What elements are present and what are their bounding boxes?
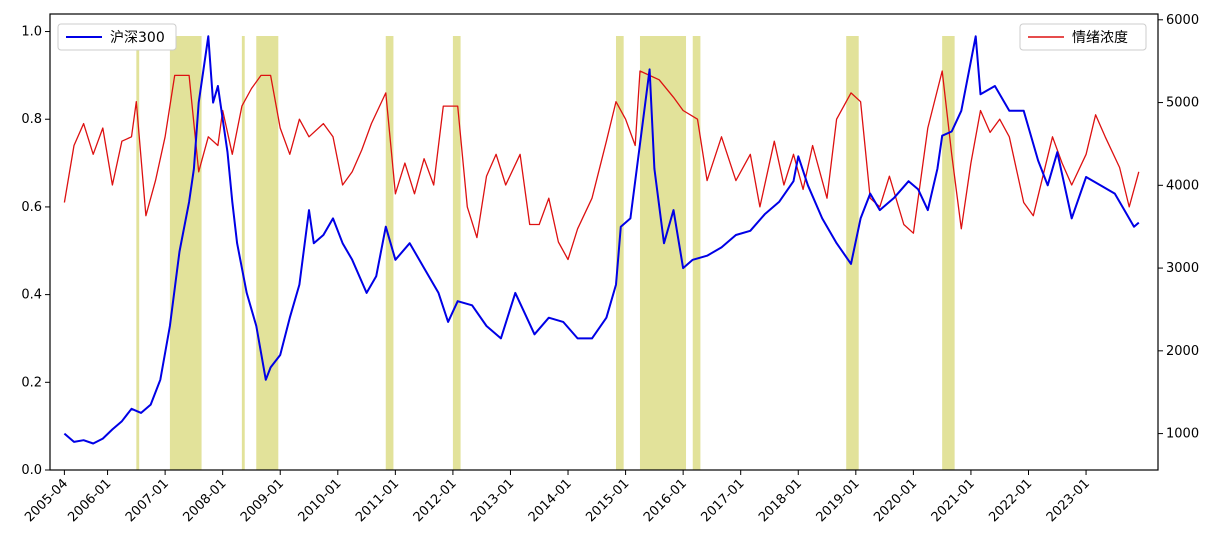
- highlight-band-4: [385, 36, 394, 470]
- right-tick-label-3: 4000: [1166, 178, 1199, 193]
- x-tick-label-0: 2005-04: [22, 476, 71, 525]
- left-tick-label-4: 0.8: [21, 112, 42, 127]
- highlight-band-1: [169, 36, 202, 470]
- legend-sentiment: 情绪浓度: [1019, 23, 1147, 51]
- legend-hs300: 沪深300: [57, 23, 177, 51]
- right-tick-label-4: 5000: [1166, 96, 1199, 111]
- x-tick-label-3: 2008-01: [180, 476, 229, 525]
- highlight-bands: [136, 36, 955, 470]
- right-tick-label-0: 1000: [1166, 427, 1199, 442]
- series-lines: [63, 35, 1140, 445]
- x-tick-label-15: 2020-01: [871, 476, 920, 525]
- right-tick-label-1: 2000: [1166, 344, 1199, 359]
- series-line-0: [63, 35, 1140, 445]
- left-tick-label-1: 0.2: [21, 375, 42, 390]
- highlight-band-8: [692, 36, 701, 470]
- legend-sentiment-label: 情绪浓度: [1072, 30, 1128, 46]
- x-tick-label-14: 2019-01: [814, 476, 863, 525]
- left-tick-label-0: 0.0: [21, 463, 42, 478]
- highlight-band-2: [241, 36, 245, 470]
- highlight-band-7: [639, 36, 687, 470]
- highlight-band-5: [452, 36, 461, 470]
- series-line-1: [63, 70, 1140, 261]
- x-tick-label-1: 2006-01: [65, 476, 114, 525]
- highlight-band-10: [942, 36, 955, 470]
- x-tick-label-2: 2007-01: [123, 476, 172, 525]
- highlight-band-6: [615, 36, 624, 470]
- right-tick-label-5: 6000: [1166, 13, 1199, 28]
- highlight-band-0: [136, 36, 140, 470]
- x-tick-label-4: 2009-01: [238, 476, 287, 525]
- x-tick-label-16: 2021-01: [929, 476, 978, 525]
- x-tick-label-12: 2017-01: [699, 476, 748, 525]
- left-tick-label-5: 1.0: [21, 25, 42, 40]
- x-tick-label-18: 2023-01: [1044, 476, 1093, 525]
- x-tick-label-6: 2011-01: [353, 476, 402, 525]
- x-tick-label-5: 2010-01: [296, 476, 345, 525]
- right-tick-label-2: 3000: [1166, 261, 1199, 276]
- x-tick-label-11: 2016-01: [641, 476, 690, 525]
- right-axis: 1000 2000 3000 4000 5000 6000: [1158, 13, 1199, 442]
- x-tick-label-8: 2013-01: [468, 476, 517, 525]
- legend-hs300-label: 沪深300: [110, 30, 165, 46]
- x-tick-label-9: 2014-01: [526, 476, 575, 525]
- left-axis: 0.0 0.2 0.4 0.6 0.8 1.0: [21, 25, 50, 478]
- left-tick-label-3: 0.6: [21, 200, 42, 215]
- x-tick-label-10: 2015-01: [583, 476, 632, 525]
- x-tick-label-7: 2012-01: [411, 476, 460, 525]
- left-tick-label-2: 0.4: [21, 288, 42, 303]
- plot-frame: [49, 13, 1159, 471]
- x-tick-label-17: 2022-01: [986, 476, 1035, 525]
- x-tick-label-13: 2018-01: [756, 476, 805, 525]
